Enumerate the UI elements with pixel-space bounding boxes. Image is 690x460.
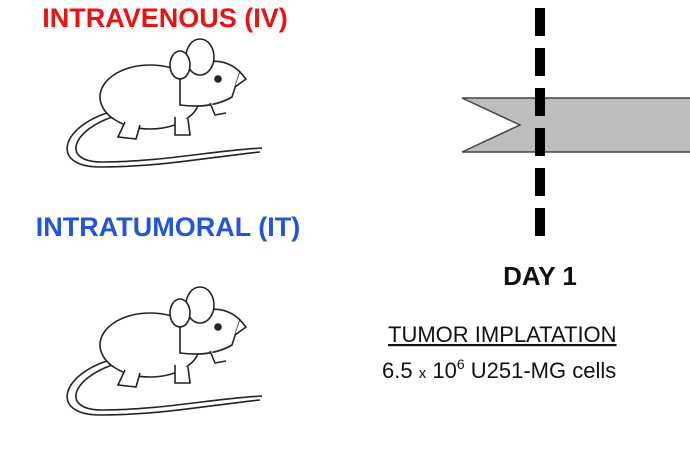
day-label: DAY 1 <box>503 261 577 291</box>
mouse-illustration <box>66 286 263 416</box>
group-label: INTRATUMORAL (IT) <box>36 212 300 242</box>
dose-amount: 6.5 <box>382 358 413 383</box>
group-label: INTRAVENOUS (IV) <box>42 3 288 33</box>
dose-cells: U251-MG cells <box>471 358 616 383</box>
dose-label: 6.5 x 106 U251-MG cells <box>382 349 616 383</box>
dose-times: x <box>419 365 427 382</box>
dose-base: 10 <box>432 358 456 383</box>
mouse-illustration <box>66 38 263 168</box>
event-label: TUMOR IMPLATATION <box>388 322 617 347</box>
dose-exponent: 6 <box>457 356 465 372</box>
timeline-arrow <box>461 97 690 153</box>
